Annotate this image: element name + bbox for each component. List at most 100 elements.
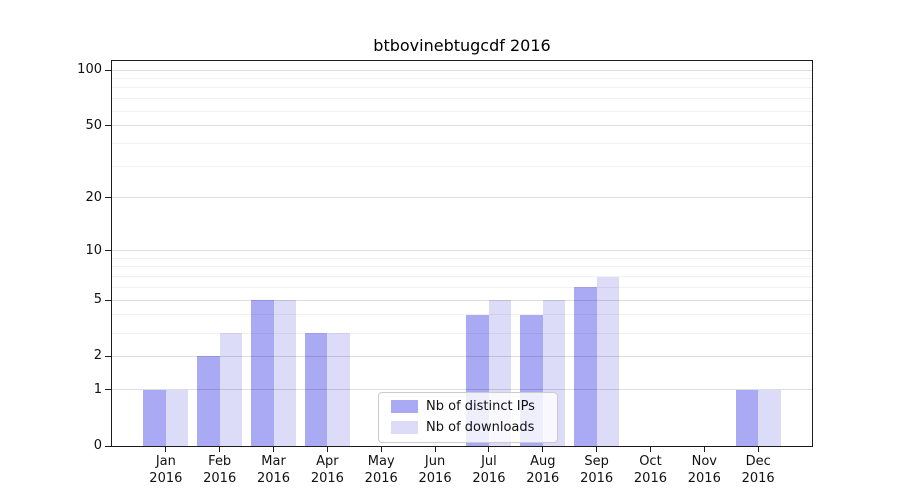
gridline-20	[112, 197, 812, 199]
gridline-10	[112, 250, 812, 252]
legend-swatch-downloads	[391, 421, 418, 434]
gridline-minor-80	[112, 87, 812, 89]
gridline-minor-6	[112, 286, 812, 288]
bar-distinct-ips-feb	[197, 356, 220, 446]
x-tick-month: Dec	[745, 454, 771, 469]
x-tick-month: Feb	[208, 454, 232, 469]
bar-distinct-ips-apr	[304, 333, 328, 446]
bar-distinct-ips-mar	[251, 300, 274, 446]
bar-distinct-ips-jan	[143, 389, 166, 446]
legend-label-downloads: Nb of downloads	[426, 420, 535, 435]
gridline-2	[112, 355, 812, 357]
gridline-minor-40	[112, 142, 812, 144]
x-tick-mark-apr	[326, 447, 328, 452]
chart-title: btbovinebtugcdf 2016	[373, 36, 551, 55]
x-tick-mark-aug	[542, 447, 544, 452]
bar-distinct-ips-sep	[574, 287, 597, 446]
y-tick-label-20: 20	[85, 189, 102, 205]
y-tick-label-50: 50	[85, 117, 102, 133]
x-tick-label-apr: Apr 2016	[297, 453, 357, 487]
x-tick-mark-oct	[649, 447, 651, 452]
x-tick-label-aug: Aug 2016	[513, 453, 573, 487]
y-tick-mark-2	[105, 355, 111, 357]
y-tick-label-100: 100	[77, 62, 102, 77]
y-tick-label-1: 1	[93, 381, 102, 397]
y-tick-mark-20	[105, 197, 111, 199]
x-tick-year: 2016	[310, 471, 344, 486]
x-tick-mark-sep	[596, 447, 598, 452]
y-tick-label-2: 2	[93, 348, 102, 364]
gridline-minor-4	[112, 314, 812, 316]
x-tick-year: 2016	[526, 471, 560, 486]
x-tick-year: 2016	[149, 471, 183, 486]
x-tick-label-oct: Oct 2016	[620, 453, 680, 487]
x-tick-label-dec: Dec 2016	[728, 453, 788, 487]
y-tick-label-0: 0	[93, 438, 102, 453]
y-tick-label-5: 5	[93, 292, 102, 308]
y-tick-mark-0	[105, 445, 111, 447]
legend: Nb of distinct IPs Nb of downloads	[378, 392, 558, 443]
gridline-1	[112, 389, 812, 391]
y-tick-mark-1	[105, 389, 111, 391]
legend-swatch-distinct-ips	[391, 400, 418, 413]
x-tick-mark-jun	[434, 447, 436, 452]
y-tick-label-10: 10	[85, 242, 102, 258]
x-tick-mark-mar	[273, 447, 275, 452]
x-tick-month: Mar	[261, 454, 286, 469]
bar-downloads-mar	[273, 300, 297, 446]
x-tick-year: 2016	[687, 471, 721, 486]
gridline-5	[112, 299, 812, 301]
bar-downloads-sep	[596, 276, 620, 446]
x-tick-mark-dec	[757, 447, 759, 452]
x-tick-month: Jun	[424, 454, 446, 469]
x-tick-mark-jul	[488, 447, 490, 452]
bar-downloads-jan	[165, 389, 189, 446]
y-tick-mark-10	[105, 250, 111, 252]
x-tick-year: 2016	[418, 471, 452, 486]
plot-area	[111, 60, 813, 447]
gridline-50	[112, 125, 812, 127]
x-tick-month: Apr	[316, 454, 339, 469]
gridline-minor-7	[112, 276, 812, 278]
gridline-minor-3	[112, 332, 812, 334]
x-tick-year: 2016	[741, 471, 775, 486]
x-tick-label-may: May 2016	[351, 453, 411, 487]
x-tick-label-jan: Jan 2016	[136, 453, 196, 487]
y-tick-mark-5	[105, 299, 111, 301]
x-tick-month: Jan	[155, 454, 176, 469]
x-tick-year: 2016	[256, 471, 291, 486]
gridline-minor-9	[112, 257, 812, 259]
x-tick-month: Sep	[584, 454, 609, 469]
x-tick-mark-jan	[165, 447, 167, 452]
x-tick-year: 2016	[472, 471, 506, 486]
bar-downloads-feb	[219, 333, 243, 446]
legend-label-distinct-ips: Nb of distinct IPs	[426, 399, 535, 414]
x-tick-label-jul: Jul 2016	[459, 453, 519, 487]
x-tick-label-mar: Mar 2016	[244, 453, 304, 487]
gridline-minor-90	[112, 77, 812, 79]
bar-downloads-dec	[758, 389, 781, 446]
x-tick-mark-feb	[219, 447, 221, 452]
x-tick-label-feb: Feb 2016	[190, 453, 250, 487]
x-tick-label-sep: Sep 2016	[567, 453, 627, 487]
x-tick-mark-may	[380, 447, 382, 452]
x-tick-month: Aug	[530, 454, 556, 469]
x-tick-label-nov: Nov 2016	[674, 453, 734, 487]
x-tick-month: Jul	[481, 454, 497, 469]
gridline-100	[112, 69, 812, 71]
x-tick-year: 2016	[364, 471, 398, 486]
gridline-minor-8	[112, 266, 812, 268]
y-tick-mark-50	[105, 125, 111, 127]
x-tick-year: 2016	[203, 471, 237, 486]
x-tick-year: 2016	[633, 471, 667, 486]
legend-item-distinct-ips: Nb of distinct IPs	[391, 399, 549, 414]
x-tick-year: 2016	[580, 471, 614, 486]
x-tick-month: Oct	[639, 454, 662, 469]
bar-distinct-ips-dec	[735, 389, 759, 446]
gridline-minor-30	[112, 165, 812, 167]
x-tick-mark-nov	[703, 447, 705, 452]
bar-downloads-apr	[327, 333, 350, 446]
gridline-minor-70	[112, 98, 812, 100]
legend-item-downloads: Nb of downloads	[391, 420, 549, 435]
